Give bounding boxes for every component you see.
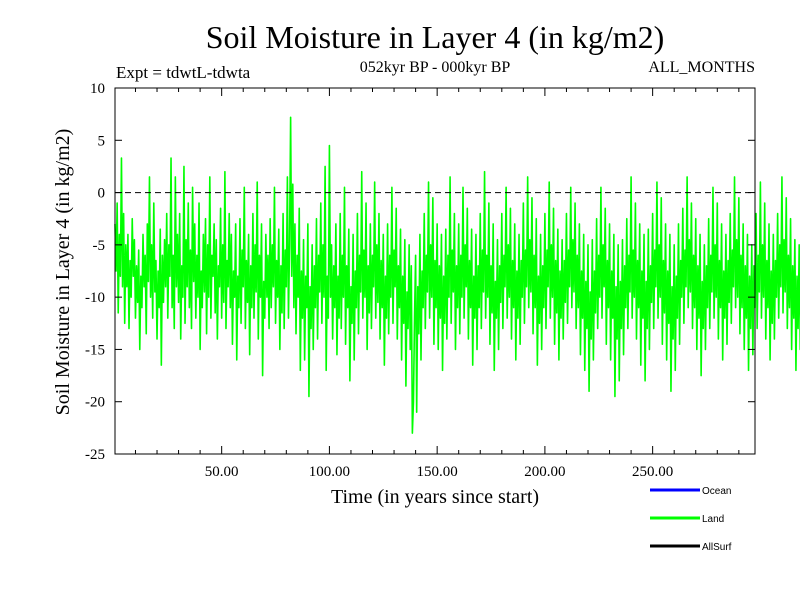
- y-tick-label: -10: [85, 290, 105, 306]
- series-line-land: [114, 116, 800, 434]
- x-tick-label: 50.00: [205, 464, 239, 480]
- y-tick-label: 0: [98, 186, 106, 202]
- y-tick-label: -20: [85, 395, 105, 411]
- chart-subtitle: 052kyr BP - 000kyr BP: [360, 59, 511, 76]
- legend-label-allsurf: AllSurf: [702, 542, 732, 553]
- expt-label: Expt = tdwtL-tdwta: [116, 63, 251, 82]
- x-tick-label: 150.00: [417, 464, 458, 480]
- legend-label-ocean: Ocean: [702, 486, 731, 497]
- y-tick-label: 10: [90, 81, 105, 97]
- x-tick-label: 250.00: [632, 464, 673, 480]
- y-axis-ticks: -25 -20 -15 -10 -5 0 5 10: [85, 81, 755, 463]
- months-label: ALL_MONTHS: [648, 59, 755, 76]
- y-tick-label: -5: [93, 238, 106, 254]
- plot-frame: [114, 87, 756, 455]
- x-tick-label: 200.00: [524, 464, 565, 480]
- legend-label-land: Land: [702, 514, 724, 525]
- y-tick-label: 5: [98, 133, 106, 149]
- y-tick-label: -15: [85, 342, 105, 358]
- series-layer: [114, 116, 800, 434]
- y-axis-label: Soil Moisture in Layer 4 (in kg/m2): [52, 129, 74, 416]
- chart-title: Soil Moisture in Layer 4 (in kg/m2): [206, 19, 665, 55]
- x-axis-label: Time (in years since start): [331, 486, 539, 508]
- y-tick-label: -25: [85, 447, 105, 463]
- x-tick-label: 100.00: [309, 464, 350, 480]
- x-axis-ticks: 50.00 100.00 150.00 200.00 250.00: [134, 88, 740, 480]
- legend: Ocean Land AllSurf: [650, 486, 732, 553]
